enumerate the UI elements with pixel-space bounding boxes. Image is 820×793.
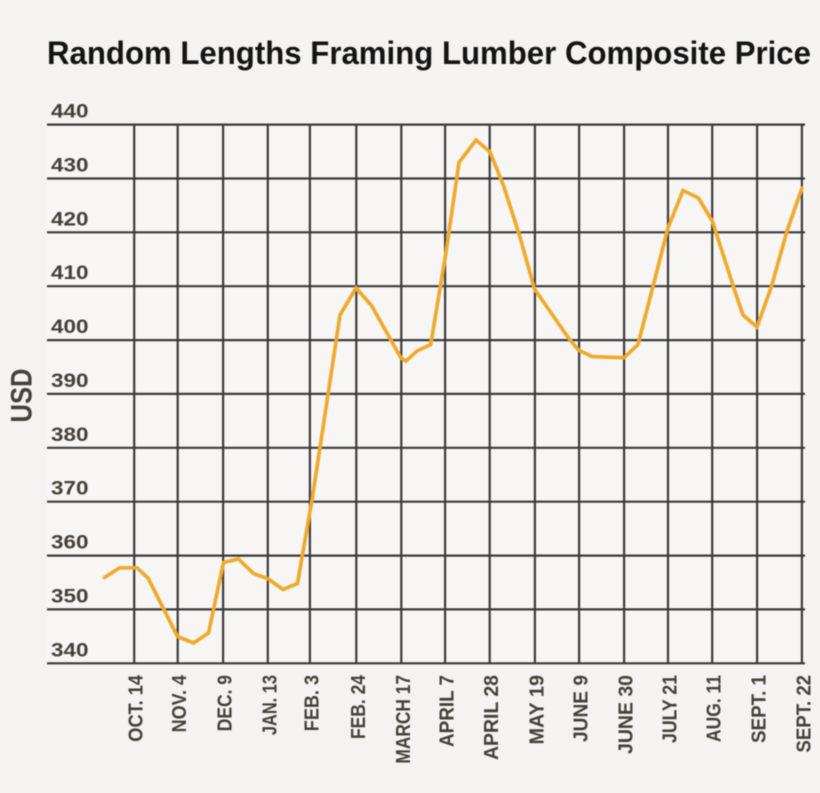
svg-text:MARCH 17: MARCH 17: [393, 675, 415, 764]
svg-text:370: 370: [51, 478, 89, 500]
svg-text:340: 340: [51, 639, 89, 661]
svg-text:400: 400: [51, 316, 89, 338]
svg-text:AUG. 11: AUG. 11: [704, 675, 726, 742]
svg-text:420: 420: [51, 208, 89, 230]
svg-text:DEC. 9: DEC. 9: [215, 675, 237, 731]
svg-text:APRIL 7: APRIL 7: [437, 675, 459, 747]
svg-text:FEB. 3: FEB. 3: [301, 675, 323, 731]
svg-text:NOV. 4: NOV. 4: [169, 674, 191, 732]
svg-text:350: 350: [51, 585, 89, 607]
svg-text:SEPT. 1: SEPT. 1: [749, 675, 771, 743]
svg-text:USD: USD: [6, 369, 39, 423]
svg-text:JAN. 13: JAN. 13: [259, 675, 281, 735]
svg-text:390: 390: [51, 370, 89, 392]
svg-text:FEB. 24: FEB. 24: [348, 674, 370, 739]
svg-text:APRIL 28: APRIL 28: [481, 675, 503, 760]
svg-text:SEPT. 22: SEPT. 22: [793, 675, 815, 753]
svg-text:360: 360: [51, 532, 89, 554]
svg-text:OCT. 14: OCT. 14: [126, 674, 148, 741]
svg-text:Random Lengths Framing Lumber: Random Lengths Framing Lumber Composite …: [47, 35, 811, 71]
svg-text:MAY 19: MAY 19: [526, 675, 548, 745]
svg-text:440: 440: [51, 101, 89, 123]
svg-text:JULY 21: JULY 21: [660, 675, 682, 743]
svg-text:380: 380: [51, 424, 89, 446]
svg-text:430: 430: [51, 155, 89, 177]
svg-text:410: 410: [51, 262, 89, 284]
svg-text:JUNE 30: JUNE 30: [616, 675, 638, 754]
svg-text:JUNE 9: JUNE 9: [571, 675, 593, 742]
